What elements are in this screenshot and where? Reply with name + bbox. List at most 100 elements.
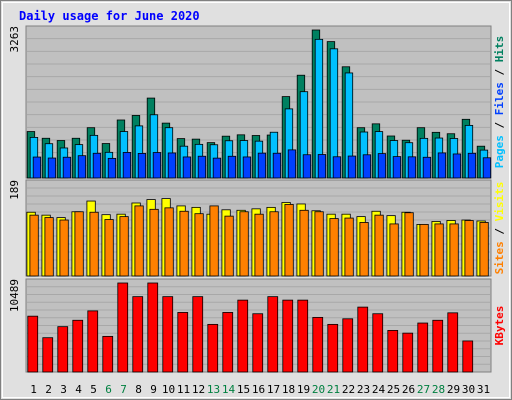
bar-kbytes-day-3 [57,326,69,373]
x-tick-label: 13 [207,383,220,396]
bar-kbytes-day-23 [357,306,369,373]
bar-kbytes-day-16 [252,313,264,373]
bar-kbytes-day-1 [27,315,39,373]
series-sites [29,204,489,277]
series-kbytes [27,282,474,373]
bar-pages-day-7 [122,152,132,179]
x-tick-label: 23 [357,383,370,396]
bar-kbytes-day-10 [162,296,174,373]
bar-sites-day-13 [209,205,219,277]
x-tick-label: 28 [432,383,445,396]
bar-pages-day-2 [47,157,57,179]
bar-sites-day-19 [299,209,309,277]
bar-sites-day-9 [149,208,159,277]
x-tick-label: 17 [267,383,280,396]
right-axis-label: Pages / Files / Hits [493,36,506,169]
x-tick-label: 29 [447,383,460,396]
right-axis-label: KBytes [493,306,506,346]
bar-kbytes-day-20 [312,316,324,373]
bar-pages-day-23 [362,154,372,179]
x-tick-label: 14 [222,383,236,396]
bar-kbytes-day-11 [177,312,189,373]
right-axis-label-part: / [493,221,506,241]
x-tick-label: 5 [90,383,97,396]
bar-pages-day-22 [347,155,357,179]
bar-pages-day-14 [227,155,237,179]
bar-pages-day-16 [257,152,267,179]
x-tick-label: 27 [417,383,430,396]
right-axis-label: Sites / Visits [493,182,506,275]
bar-pages-day-25 [392,156,402,179]
x-tick-label: 4 [75,383,82,396]
bar-sites-day-8 [134,205,144,277]
bar-sites-day-6 [104,219,114,277]
bar-sites-day-20 [314,211,324,277]
bar-kbytes-day-30 [462,340,474,373]
bar-sites-day-14 [224,215,234,277]
bar-pages-day-1 [32,156,42,179]
x-tick-label: 9 [150,383,157,396]
bar-sites-day-11 [179,210,189,277]
right-axis-label-part: Sites [493,241,506,274]
right-axis-label-part: Hits [493,36,506,63]
bar-sites-day-31 [479,222,489,277]
bar-sites-day-25 [389,223,399,277]
bar-kbytes-day-4 [72,319,84,373]
bar-pages-day-18 [287,149,297,179]
bar-pages-day-13 [212,157,222,179]
bar-sites-day-18 [284,204,294,277]
bar-pages-day-3 [62,156,72,179]
bar-sites-day-16 [254,213,264,277]
bar-kbytes-day-26 [402,332,414,373]
x-tick-label: 20 [312,383,325,396]
chart-title: Daily usage for June 2020 [19,9,200,23]
bar-kbytes-day-7 [117,282,129,373]
bar-kbytes-day-12 [192,296,204,373]
x-tick-label: 15 [237,383,250,396]
bar-kbytes-day-8 [132,296,144,373]
bar-pages-day-30 [467,152,477,179]
x-tick-label: 10 [162,383,175,396]
bar-pages-day-8 [137,153,147,179]
bar-kbytes-day-18 [282,299,294,373]
bar-pages-day-21 [332,156,342,179]
bar-pages-day-28 [437,152,447,179]
y-max-label: 189 [8,180,21,200]
x-tick-label: 2 [45,383,52,396]
bar-pages-day-15 [242,156,252,179]
panel-visits-sites: 189 Sites / Visits [8,179,506,277]
right-axis-label-part: Visits [493,182,506,222]
bar-pages-day-31 [482,157,492,179]
bar-sites-day-23 [359,222,369,277]
bar-kbytes-day-9 [147,282,159,373]
right-axis-label-part: Files [493,82,506,115]
bar-sites-day-29 [449,223,459,277]
bar-sites-day-24 [374,214,384,277]
x-tick-label: 22 [342,383,355,396]
bar-sites-day-12 [194,213,204,277]
x-tick-label: 12 [192,383,205,396]
x-tick-label: 8 [135,383,142,396]
bar-sites-day-2 [44,217,54,277]
x-tick-label: 31 [477,383,490,396]
bar-sites-day-1 [29,214,39,277]
bar-kbytes-day-24 [372,313,384,373]
bar-sites-day-15 [239,211,249,277]
x-tick-label: 30 [462,383,475,396]
y-max-label: 10489 [8,279,21,312]
bar-sites-day-28 [434,223,444,277]
bar-pages-day-19 [302,154,312,179]
x-tick-label: 11 [177,383,190,396]
y-max-label: 3263 [8,26,21,53]
chart-panels: 3263 Pages / Files / Hits 189 Sites / Visit… [8,25,506,373]
right-axis-label-part: / [493,115,506,135]
x-tick-label: 26 [402,383,415,396]
bar-sites-day-26 [404,212,414,277]
bar-pages-day-11 [182,156,192,179]
bar-kbytes-day-15 [237,299,249,373]
bar-kbytes-day-2 [42,337,54,373]
x-tick-label: 1 [30,383,37,396]
panel-hits-files-pages: 3263 Pages / Files / Hits [8,25,506,179]
